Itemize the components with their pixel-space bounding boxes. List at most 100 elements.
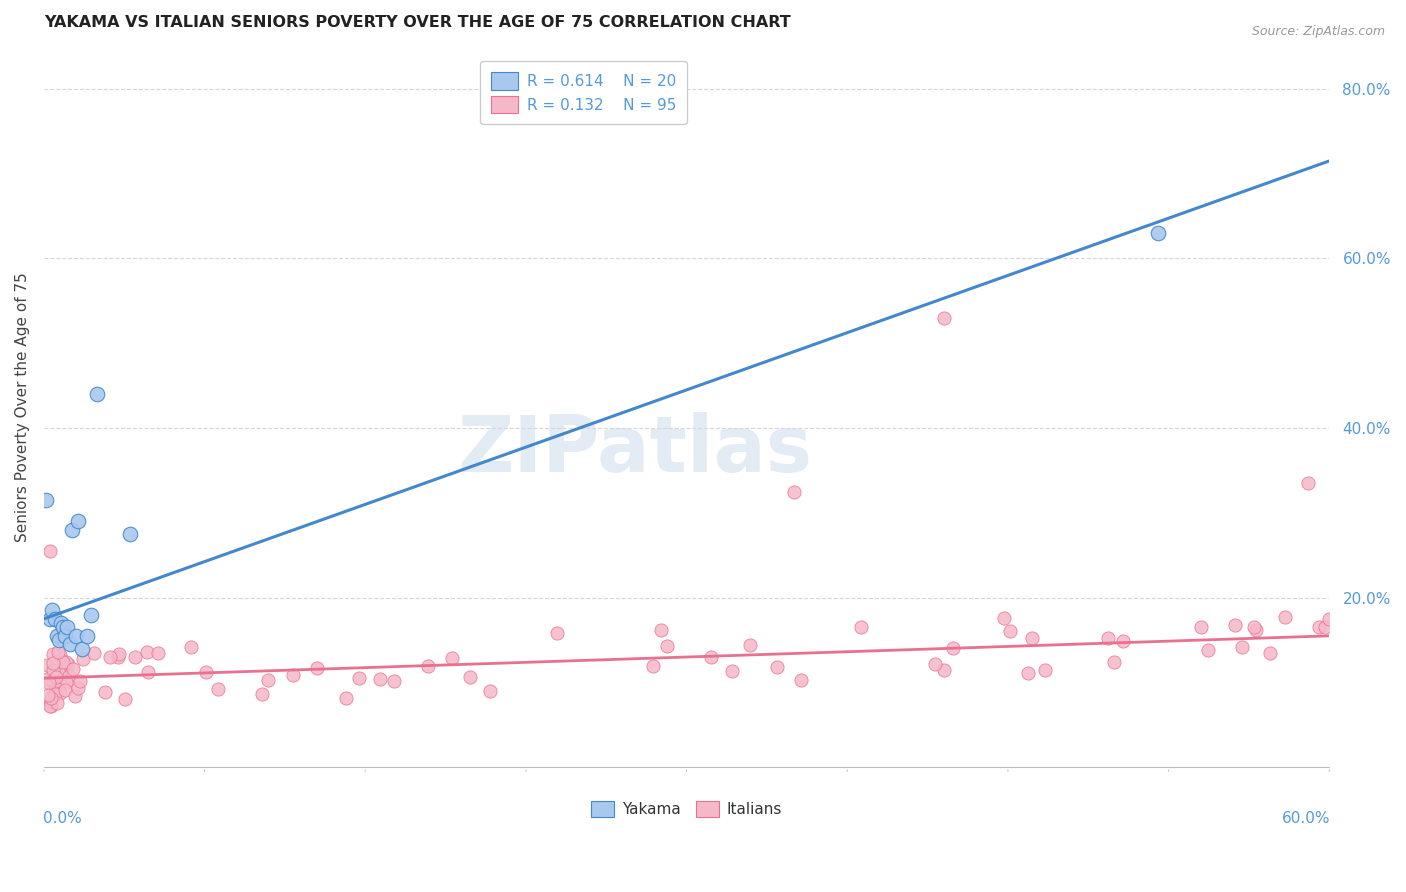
Point	[69, 674, 91, 689]
Point	[72, 652, 94, 666]
Point	[65, 629, 87, 643]
Point	[1244, 624, 1267, 638]
Legend: Yakama, Italians: Yakama, Italians	[583, 793, 790, 824]
Point	[59, 637, 82, 651]
Point	[546, 626, 568, 640]
Point	[49, 648, 72, 662]
Point	[124, 649, 146, 664]
Point	[46, 645, 69, 659]
Point	[942, 641, 965, 656]
Text: YAKAMA VS ITALIAN SENIORS POVERTY OVER THE AGE OF 75 CORRELATION CHART: YAKAMA VS ITALIAN SENIORS POVERTY OVER T…	[44, 15, 790, 30]
Point	[479, 684, 502, 698]
Point	[347, 671, 370, 685]
Point	[72, 641, 94, 656]
Point	[699, 649, 721, 664]
Point	[1112, 633, 1135, 648]
Point	[60, 523, 83, 537]
Point	[1097, 631, 1119, 645]
Point	[83, 646, 105, 660]
Point	[740, 638, 762, 652]
Point	[1296, 476, 1319, 491]
Point	[108, 647, 131, 661]
Point	[52, 662, 75, 676]
Point	[1243, 620, 1265, 634]
Point	[37, 658, 59, 673]
Text: 0.0%: 0.0%	[42, 811, 82, 825]
Point	[41, 603, 63, 617]
Point	[80, 607, 103, 622]
Point	[49, 685, 72, 699]
Point	[1017, 665, 1039, 680]
Point	[118, 527, 141, 541]
Point	[67, 514, 90, 528]
Point	[45, 629, 67, 643]
Point	[641, 659, 664, 673]
Point	[56, 620, 79, 634]
Point	[307, 661, 329, 675]
Point	[148, 646, 170, 660]
Point	[52, 620, 75, 634]
Point	[42, 647, 65, 661]
Point	[1021, 631, 1043, 645]
Point	[45, 696, 67, 710]
Point	[38, 676, 60, 690]
Point	[53, 629, 76, 643]
Y-axis label: Seniors Poverty Over the Age of 75: Seniors Poverty Over the Age of 75	[15, 272, 30, 541]
Text: ZIPatlas: ZIPatlas	[458, 412, 813, 488]
Point	[39, 612, 62, 626]
Point	[53, 683, 76, 698]
Point	[657, 639, 679, 653]
Point	[107, 650, 129, 665]
Point	[39, 699, 62, 714]
Point	[1308, 620, 1330, 634]
Point	[382, 674, 405, 689]
Point	[38, 693, 60, 707]
Point	[49, 667, 72, 681]
Point	[1313, 620, 1336, 634]
Point	[44, 612, 66, 626]
Point	[45, 670, 67, 684]
Point	[52, 655, 75, 669]
Point	[39, 544, 62, 558]
Point	[207, 681, 229, 696]
Point	[55, 655, 77, 669]
Point	[924, 657, 946, 672]
Point	[48, 681, 70, 696]
Point	[252, 687, 274, 701]
Point	[42, 656, 65, 670]
Point	[257, 673, 280, 688]
Point	[441, 651, 464, 665]
Point	[993, 611, 1015, 625]
Point	[42, 663, 65, 677]
Point	[35, 493, 58, 508]
Point	[76, 629, 98, 643]
Point	[86, 387, 108, 401]
Point	[458, 670, 481, 684]
Point	[1317, 612, 1340, 626]
Point	[932, 310, 955, 325]
Point	[98, 650, 121, 665]
Text: Source: ZipAtlas.com: Source: ZipAtlas.com	[1251, 25, 1385, 38]
Point	[766, 660, 789, 674]
Point	[49, 616, 72, 631]
Point	[281, 668, 304, 682]
Point	[1258, 646, 1281, 660]
Point	[335, 690, 357, 705]
Point	[62, 662, 84, 676]
Point	[195, 665, 218, 680]
Point	[998, 624, 1021, 638]
Point	[58, 669, 80, 683]
Point	[136, 665, 159, 680]
Point	[934, 663, 956, 677]
Point	[66, 681, 89, 695]
Point	[849, 620, 872, 634]
Point	[650, 624, 672, 638]
Point	[55, 674, 77, 689]
Point	[94, 685, 117, 699]
Point	[48, 633, 70, 648]
Text: 60.0%: 60.0%	[1282, 811, 1330, 825]
Point	[1033, 663, 1056, 677]
Point	[1189, 620, 1212, 634]
Point	[783, 484, 806, 499]
Point	[63, 689, 86, 703]
